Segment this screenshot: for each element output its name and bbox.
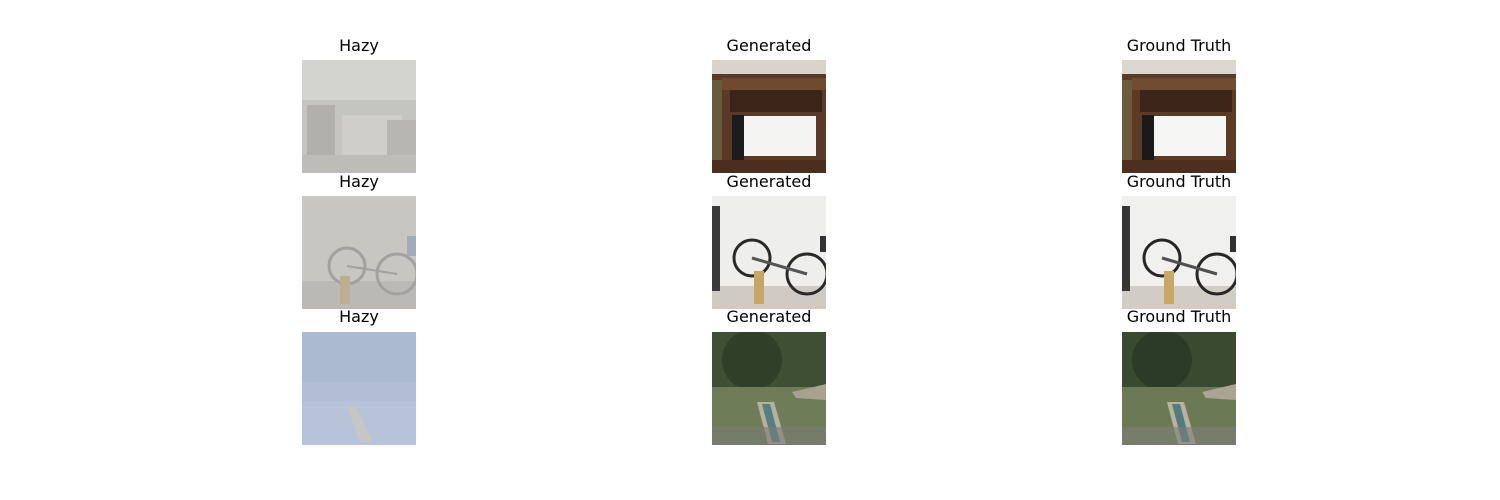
caption-ground-truth-3: Ground Truth [1126, 307, 1232, 326]
caption-generated-2: Generated [726, 172, 812, 191]
ground-truth-image-room [1122, 60, 1236, 173]
caption-generated-1: Generated [726, 36, 812, 55]
generated-image-room [712, 60, 826, 173]
ground-truth-image-minigolf [1122, 332, 1236, 445]
ground-truth-image-bicycles [1122, 196, 1236, 309]
caption-hazy-3: Hazy [339, 307, 379, 326]
hazy-image-bicycles [302, 196, 416, 309]
generated-image-bicycles [712, 196, 826, 309]
caption-hazy-1: Hazy [339, 36, 379, 55]
hazy-image-minigolf [302, 332, 416, 445]
caption-hazy-2: Hazy [339, 172, 379, 191]
hazy-image-room [302, 60, 416, 173]
caption-ground-truth-2: Ground Truth [1126, 172, 1232, 191]
caption-generated-3: Generated [726, 307, 812, 326]
caption-ground-truth-1: Ground Truth [1126, 36, 1232, 55]
generated-image-minigolf [712, 332, 826, 445]
